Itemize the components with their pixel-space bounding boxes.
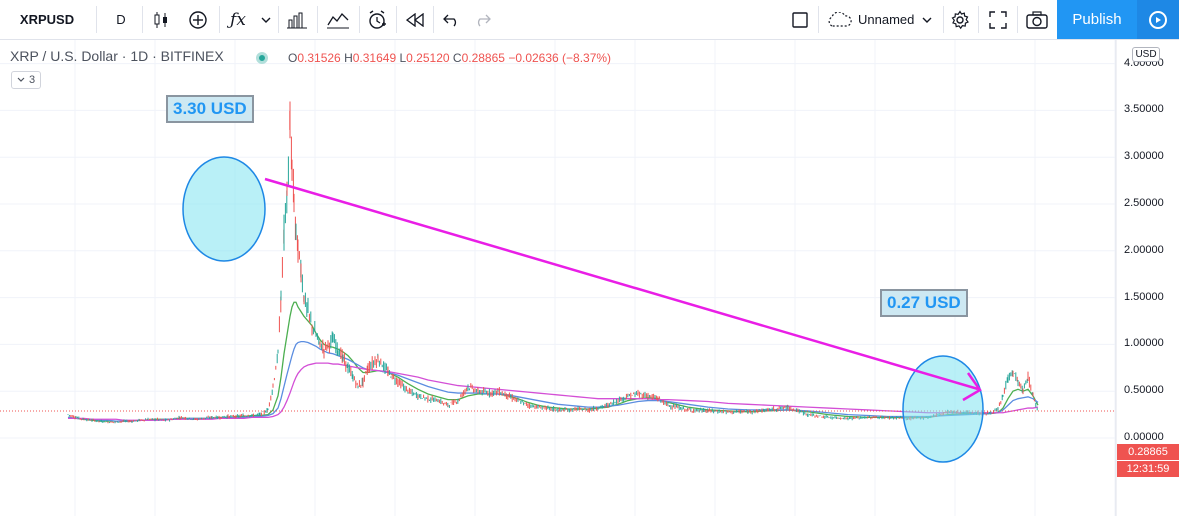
toolbar-divider <box>359 6 360 33</box>
symbol-search-button[interactable]: XRPUSD <box>0 0 94 39</box>
toolbar-divider <box>818 6 819 33</box>
peak-highlight <box>182 156 266 262</box>
peak-annotation[interactable]: 3.30 USD <box>166 95 254 123</box>
price-tick-label: 2.50000 <box>1124 197 1164 209</box>
open-value: 0.31526 <box>297 51 341 65</box>
price-series <box>67 101 1038 424</box>
price-tick-label: 1.50000 <box>1124 290 1164 303</box>
current-annotation[interactable]: 0.27 USD <box>880 289 968 317</box>
price-tick-label: 0.00000 <box>1124 431 1164 443</box>
layout-menu-button[interactable]: Unnamed <box>822 0 944 39</box>
layout-name: Unnamed <box>858 12 915 27</box>
redo-icon[interactable] <box>468 0 496 39</box>
close-value: 0.28865 <box>461 51 505 65</box>
fullscreen-toggle-icon[interactable] <box>786 0 814 39</box>
add-indicator-icon[interactable] <box>182 0 214 39</box>
play-icon <box>1149 10 1167 29</box>
publish-button[interactable]: Publish <box>1057 0 1137 39</box>
indicators-toggle[interactable]: 3 <box>11 71 41 89</box>
compare-icon[interactable] <box>322 0 354 39</box>
interval-button[interactable]: D <box>100 0 142 39</box>
current-price-tag: 0.28865 <box>1117 444 1179 460</box>
alert-icon[interactable] <box>362 0 392 39</box>
toolbar-divider <box>317 6 318 33</box>
chevron-down-icon <box>17 76 25 84</box>
indicators-count: 3 <box>28 74 36 86</box>
toolbar-divider <box>396 6 397 33</box>
ohlc-values: O0.31526 H0.31649 L0.25120 C0.28865 −0.0… <box>288 51 611 65</box>
toolbar-divider <box>943 6 944 33</box>
toolbar-divider <box>1017 6 1018 33</box>
trend-arrow-head <box>962 372 982 402</box>
trend-arrow-line <box>264 177 979 391</box>
price-tick-label: 3.00000 <box>1124 150 1164 163</box>
symbol-legend[interactable]: XRP / U.S. Dollar · 1D · BITFINEX <box>10 48 224 64</box>
camera-icon[interactable] <box>1022 0 1052 39</box>
symbol-label: XRPUSD <box>19 12 75 27</box>
toolbar-divider <box>433 6 434 33</box>
low-value: 0.25120 <box>406 51 450 65</box>
candles-icon[interactable] <box>146 0 176 39</box>
price-tick-label: 0.50000 <box>1124 384 1164 397</box>
chevron-down-icon[interactable] <box>256 0 276 39</box>
bar-countdown-tag: 12:31:59 <box>1117 461 1179 477</box>
current-label: 0.27 USD <box>887 293 961 312</box>
price-tick-label: 1.00000 <box>1124 337 1164 350</box>
price-tick-label: 2.00000 <box>1124 243 1164 256</box>
top-toolbar: XRPUSD D ƒx Unnamed <box>0 0 1179 40</box>
countdown-value: 12:31:59 <box>1126 463 1170 475</box>
symbol-title: XRP / U.S. Dollar · 1D · BITFINEX <box>10 48 224 64</box>
moving-averages <box>67 301 1039 422</box>
close-key: C <box>452 51 462 65</box>
cloud-icon <box>826 11 852 28</box>
low-key: L <box>399 51 407 65</box>
market-status-dot[interactable] <box>256 52 268 64</box>
chevron-down-icon <box>922 15 932 25</box>
financials-icon[interactable] <box>282 0 312 39</box>
currency-label: USD <box>1135 49 1157 60</box>
price-tick-label: 3.50000 <box>1124 103 1164 116</box>
change-value: −0.02636 (−8.37%) <box>508 51 612 65</box>
moving-average-line-2 <box>67 340 1039 422</box>
play-button[interactable] <box>1137 0 1179 39</box>
current-highlight <box>902 355 984 463</box>
fx-icon[interactable]: ƒx <box>230 9 246 30</box>
toolbar-divider <box>142 6 143 33</box>
replay-icon[interactable] <box>400 0 430 39</box>
publish-label: Publish <box>1072 11 1122 28</box>
toolbar-divider <box>978 6 979 33</box>
interval-label: D <box>116 12 126 27</box>
high-value: 0.31649 <box>352 51 397 65</box>
current-price-value: 0.28865 <box>1128 446 1168 458</box>
toolbar-divider <box>219 6 220 33</box>
toolbar-divider <box>96 6 97 33</box>
toolbar-divider <box>278 6 279 33</box>
open-key: O <box>288 51 298 65</box>
undo-icon[interactable] <box>438 0 466 39</box>
currency-badge[interactable]: USD <box>1132 47 1160 62</box>
fullscreen-icon[interactable] <box>984 0 1012 39</box>
high-key: H <box>344 51 353 65</box>
price-chart[interactable] <box>0 40 1179 516</box>
gear-icon[interactable] <box>946 0 974 39</box>
peak-label: 3.30 USD <box>173 99 247 118</box>
